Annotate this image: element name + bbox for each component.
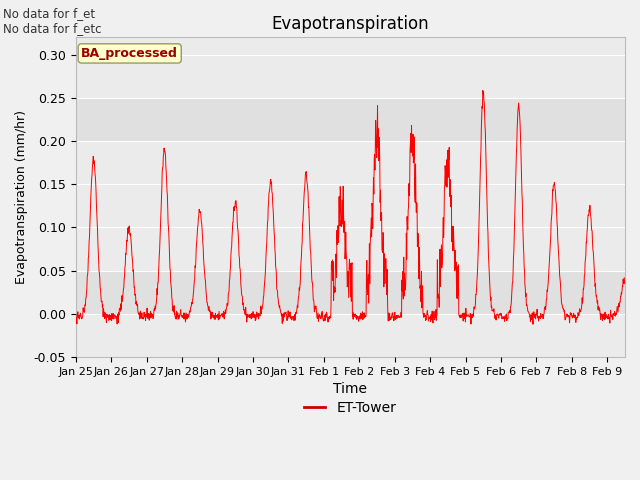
Title: Evapotranspiration: Evapotranspiration — [271, 15, 429, 33]
Text: No data for f_et
No data for f_etc: No data for f_et No data for f_etc — [3, 7, 102, 35]
Bar — [76, 271, 625, 314]
Legend: ET-Tower: ET-Tower — [299, 396, 402, 420]
Bar — [76, 98, 625, 141]
Text: BA_processed: BA_processed — [81, 47, 178, 60]
X-axis label: Time: Time — [333, 382, 367, 396]
Y-axis label: Evapotranspiration (mm/hr): Evapotranspiration (mm/hr) — [15, 110, 28, 284]
